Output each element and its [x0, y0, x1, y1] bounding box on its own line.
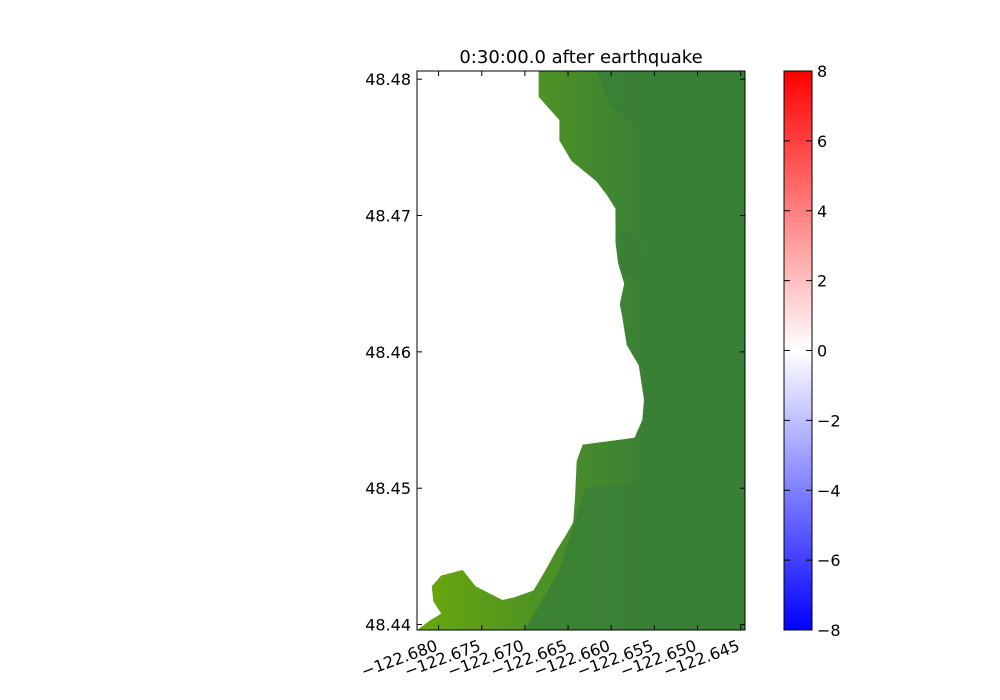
- colorbar-tick-label: 6: [817, 132, 827, 151]
- colorbar-tick-label: 8: [817, 62, 827, 81]
- colorbar-tick-label: −6: [817, 551, 841, 570]
- deep-water-patch-1: [645, 188, 745, 407]
- colorbar-ticks: −8 −6 −4 −2 0 2 4 6 8: [784, 62, 841, 640]
- deep-water-patch-3: [524, 474, 733, 630]
- y-tick-label: 48.45: [365, 479, 411, 498]
- colorbar-tick-label: −4: [817, 481, 841, 500]
- colorbar-tick-label: −8: [817, 621, 841, 640]
- plot-area: −122.680−122.675−122.670−122.665−122.660…: [359, 70, 746, 681]
- plot-frame: [416, 70, 746, 631]
- y-tick-label: 48.44: [365, 616, 411, 635]
- deep-water-patches: [524, 71, 745, 630]
- colorbar-tick-label: −2: [817, 411, 841, 430]
- colorbar: −8 −6 −4 −2 0 2 4 6 8: [783, 62, 841, 640]
- chart-title: 0:30:00.0 after earthquake: [459, 47, 702, 68]
- y-tick-label: 48.47: [365, 207, 411, 226]
- colorbar-tick-label: 2: [817, 272, 827, 291]
- deep-water-patch-0: [596, 71, 724, 134]
- y-axis: 48.44 48.45 48.46 48.47 48.48: [365, 70, 745, 635]
- deep-water-patch-2: [619, 229, 642, 284]
- colorbar-tick-label: 4: [817, 202, 827, 221]
- y-tick-label: 48.48: [365, 70, 411, 89]
- y-tick-label: 48.46: [365, 343, 411, 362]
- colorbar-tick-label: 0: [817, 342, 827, 361]
